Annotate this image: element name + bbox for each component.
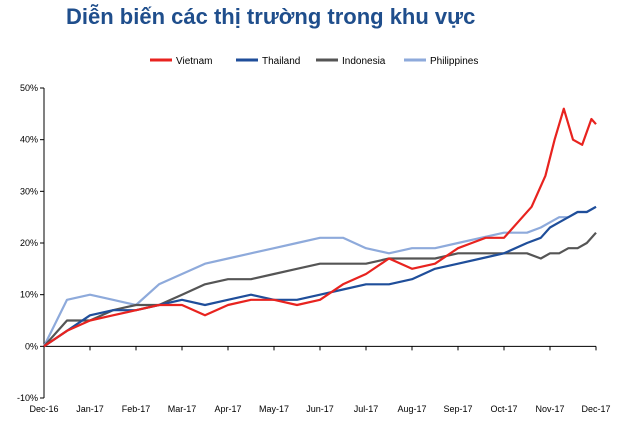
- x-tick-label: Sep-17: [443, 404, 472, 414]
- y-tick-label: 0%: [25, 341, 38, 351]
- legend: Vietnam Thailand Indonesia Philippines: [150, 56, 478, 67]
- legend-label-thailand: Thailand: [262, 56, 300, 67]
- x-tick-label: Jan-17: [76, 404, 104, 414]
- x-tick-label: Feb-17: [122, 404, 151, 414]
- x-tick-label: May-17: [259, 404, 289, 414]
- series-layer: [43, 107, 597, 348]
- x-tick-label: Dec-16: [29, 404, 58, 414]
- y-tick-label: -10%: [17, 393, 38, 403]
- x-tick-label: Nov-17: [535, 404, 564, 414]
- x-tick-label: Aug-17: [397, 404, 426, 414]
- series-line-vietnam: [43, 107, 597, 348]
- y-tick-label: 20%: [20, 238, 38, 248]
- y-tick-label: 10%: [20, 290, 38, 300]
- y-tick-label: 50%: [20, 83, 38, 93]
- y-tick-label: 30%: [20, 186, 38, 196]
- x-tick-label: Jun-17: [306, 404, 334, 414]
- series-line-philippines: [43, 205, 597, 347]
- y-tick-label: 40%: [20, 135, 38, 145]
- x-tick-label: Apr-17: [214, 404, 241, 414]
- chart-axes: [40, 87, 597, 399]
- chart-title: Diễn biến các thị trường trong khu vực: [66, 4, 476, 29]
- series-line-indonesia: [43, 231, 597, 348]
- tick-labels: -10% 0% 10% 20% 30% 40% 50% Dec-16 Jan-17 Feb-17 M…: [17, 83, 611, 414]
- x-tick-label: Dec-17: [581, 404, 610, 414]
- legend-label-indonesia: Indonesia: [342, 56, 386, 67]
- x-tick-label: Mar-17: [168, 404, 197, 414]
- legend-label-vietnam: Vietnam: [176, 56, 213, 67]
- legend-label-philippines: Philippines: [430, 56, 478, 67]
- x-tick-label: Jul-17: [354, 404, 379, 414]
- x-tick-label: Oct-17: [490, 404, 517, 414]
